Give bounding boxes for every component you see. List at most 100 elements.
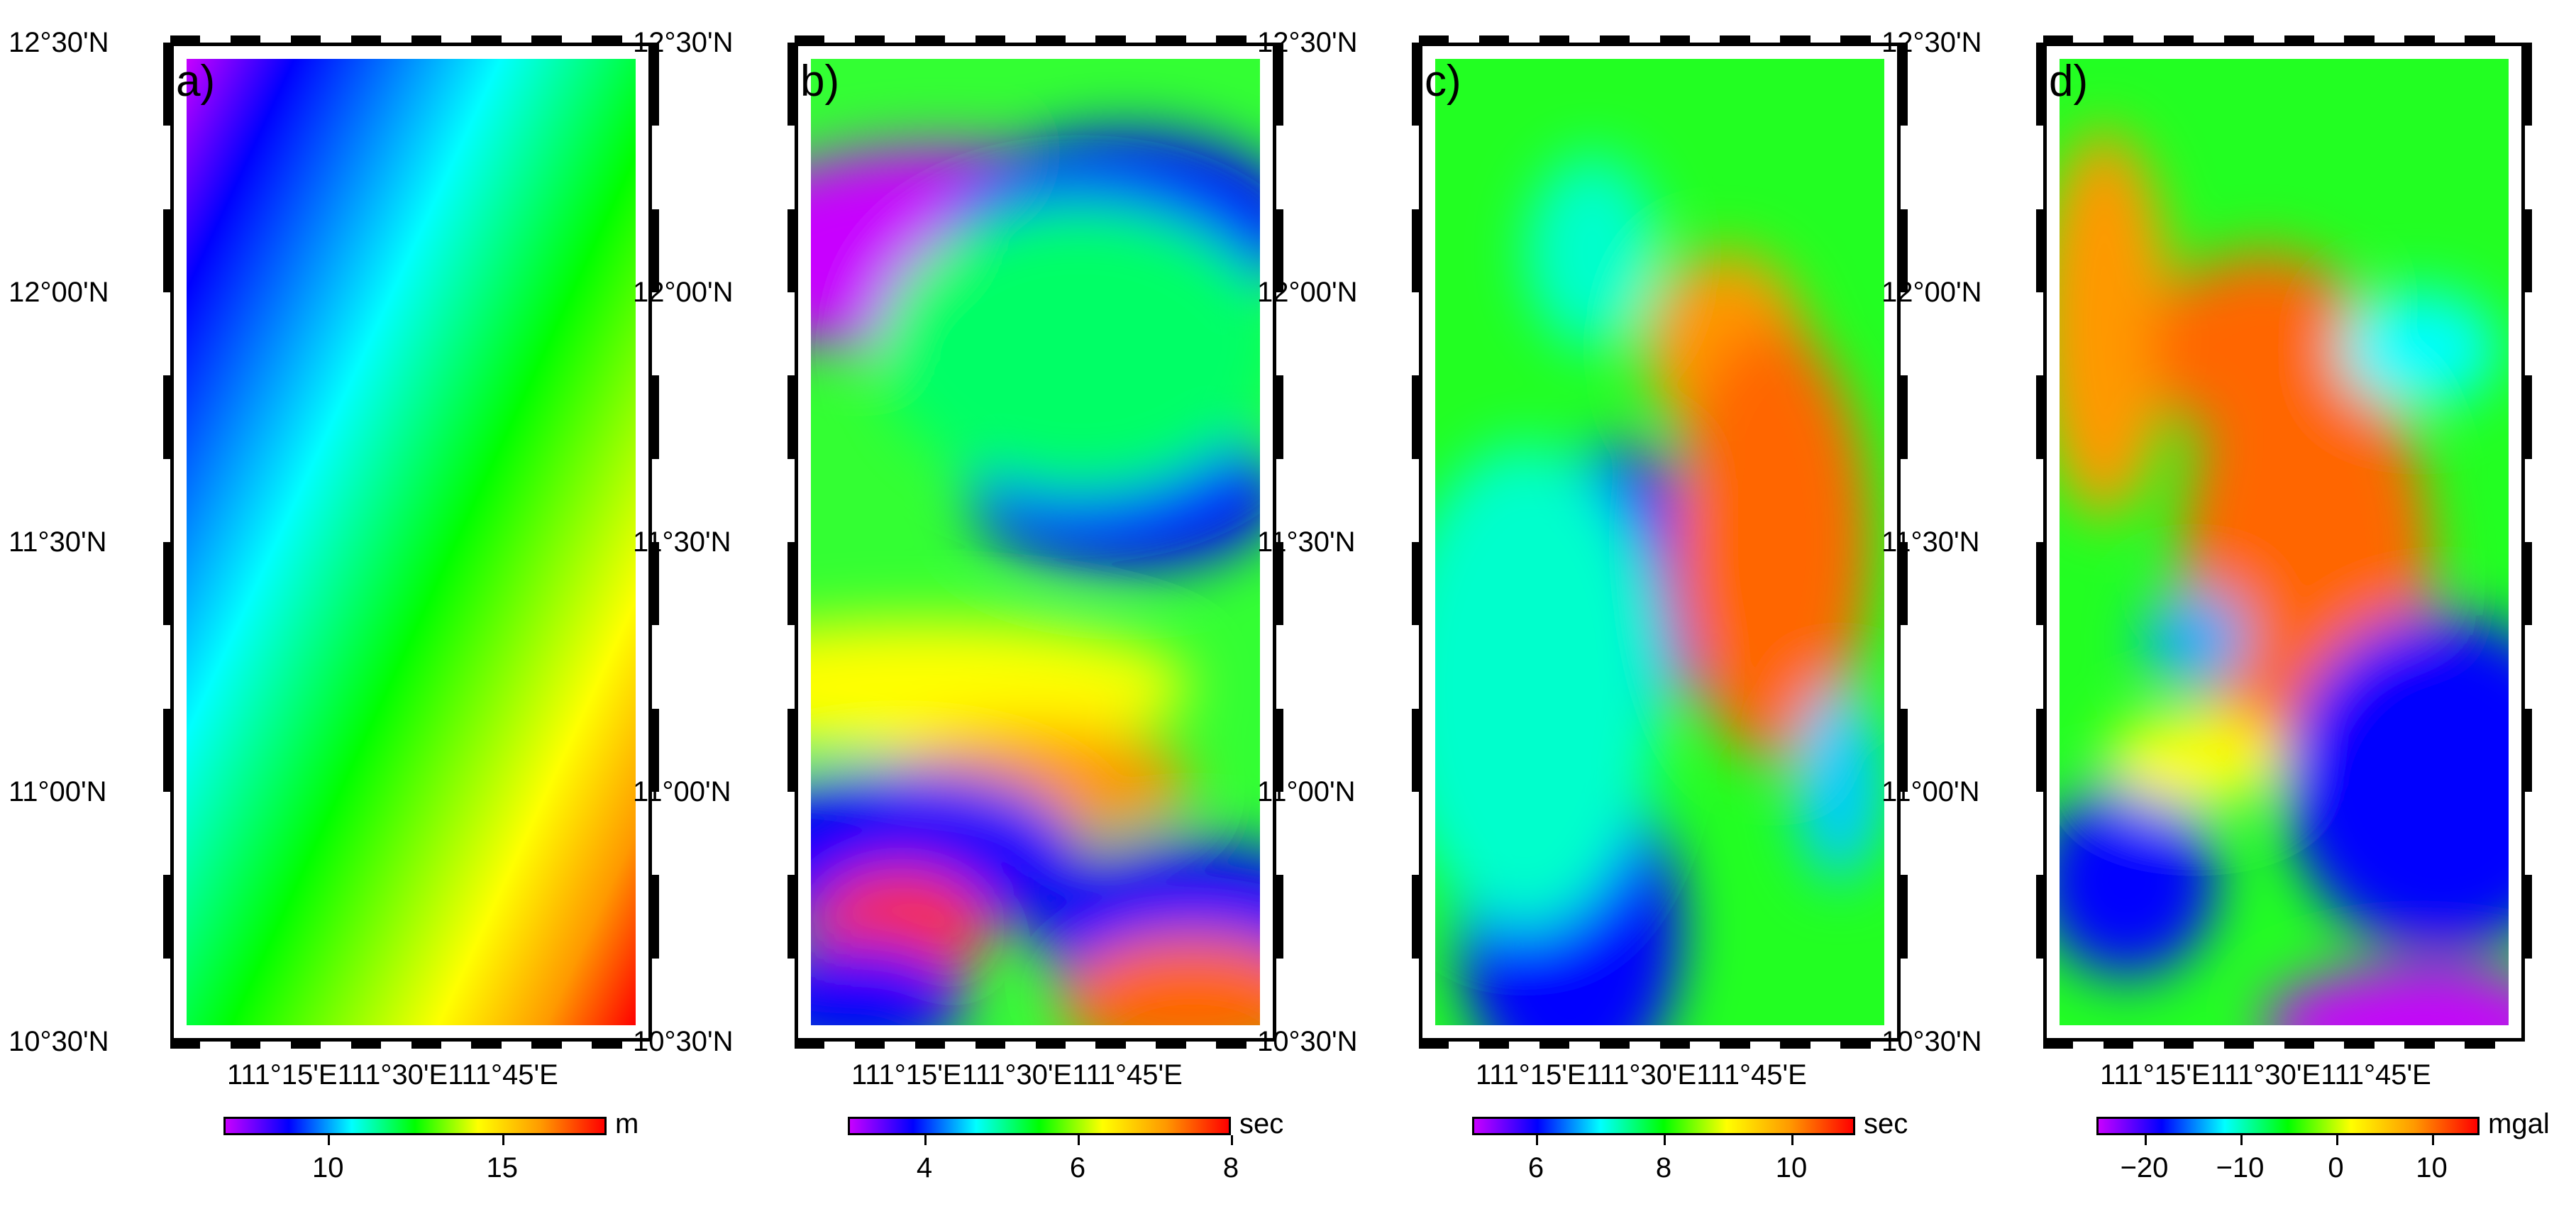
frame-tick [2344, 35, 2375, 45]
latitude-label: 12°30'N [1257, 27, 1358, 58]
field-anomaly [2140, 590, 2248, 688]
latitude-label: 11°00'N [9, 776, 107, 807]
frame-tick [290, 35, 321, 45]
longitude-labels: 111°15'E111°30'E111°45'E [851, 1059, 1183, 1091]
colorbar-tick-label: 15 [486, 1152, 518, 1183]
latitude-label: 12°00'N [9, 277, 109, 308]
frame-tick [170, 1039, 201, 1049]
frame-tick [350, 35, 382, 45]
frame-tick [2284, 35, 2314, 45]
frame-tick [649, 875, 659, 959]
latitude-label: 11°30'N [1881, 526, 1980, 558]
frame-tick [649, 708, 659, 792]
colorbar-tick [1664, 1135, 1666, 1145]
field-anomaly [2338, 290, 2500, 407]
map-panel-d: d) 111°15'E111°30'E111°45'E mgal 12°30'N… [1873, 0, 2550, 1209]
frame-tick [2043, 35, 2074, 45]
frame-tick [471, 1039, 502, 1049]
map-frame [170, 43, 652, 1042]
frame-tick [1898, 375, 1908, 459]
frame-tick [1780, 35, 1811, 45]
latitude-label: 11°00'N [633, 776, 731, 807]
frame-tick [1478, 35, 1510, 45]
frame-tick [1419, 35, 1449, 45]
latitude-label: 10°30'N [633, 1026, 734, 1057]
frame-tick [2103, 35, 2134, 45]
frame-tick [1216, 1039, 1246, 1049]
colorbar-tick-label: −10 [2216, 1152, 2265, 1183]
frame-tick [2036, 542, 2046, 626]
field-anomaly [878, 204, 1260, 494]
colorbar-tick-label: 10 [1775, 1152, 1808, 1183]
frame-tick [649, 209, 659, 292]
colorbar-tick [2431, 1135, 2434, 1145]
frame-tick [471, 35, 502, 45]
frame-tick [1273, 875, 1283, 959]
frame-tick [531, 1039, 562, 1049]
frame-tick [2036, 209, 2046, 292]
frame-tick [1035, 1039, 1066, 1049]
frame-tick [1412, 209, 1422, 292]
frame-tick [914, 1039, 946, 1049]
frame-tick [2284, 1039, 2314, 1049]
latitude-label: 12°30'N [9, 27, 109, 58]
frame-tick [230, 35, 261, 45]
frame-tick [2043, 1039, 2074, 1049]
frame-tick [2404, 35, 2435, 45]
colorbar-unit: mgal [2488, 1108, 2550, 1139]
frame-tick [1599, 35, 1630, 45]
latitude-label: 12°00'N [633, 277, 734, 308]
frame-tick [1273, 43, 1283, 126]
field-anomaly [1058, 933, 1260, 1025]
frame-tick [2522, 375, 2532, 459]
frame-tick [1539, 1039, 1570, 1049]
frame-tick [411, 1039, 441, 1049]
frame-tick [795, 35, 825, 45]
frame-tick [2103, 1039, 2134, 1049]
map-frame [1419, 43, 1901, 1042]
frame-tick [1095, 1039, 1126, 1049]
longitude-labels: 111°15'E111°30'E111°45'E [227, 1059, 558, 1091]
frame-tick [1412, 43, 1422, 126]
frame-tick [2036, 375, 2046, 459]
frame-tick [787, 542, 797, 626]
frame-tick [1898, 209, 1908, 292]
frame-tick [1156, 35, 1186, 45]
colorbar-tick [2240, 1135, 2243, 1145]
frame-tick [1412, 542, 1422, 626]
field-anomaly [811, 943, 968, 1025]
frame-tick [795, 1039, 825, 1049]
frame-tick [1412, 708, 1422, 792]
frame-tick [1216, 35, 1246, 45]
frame-tick [1273, 375, 1283, 459]
panel-label: d) [2049, 57, 2089, 106]
colorbar-tick-label: 6 [1527, 1152, 1544, 1183]
colorbar-tick [328, 1135, 331, 1145]
frame-tick [1419, 1039, 1449, 1049]
latitude-label: 10°30'N [1881, 1026, 1982, 1057]
colorbar-tick-label: −20 [2120, 1152, 2169, 1183]
frame-tick [787, 209, 797, 292]
latitude-label: 12°30'N [1881, 27, 1982, 58]
frame-tick [1599, 1039, 1630, 1049]
latitude-label: 11°30'N [9, 526, 107, 558]
map-panel-b: b) 111°15'E111°30'E111°45'E sec 12°30'N 1… [624, 0, 1283, 1209]
colorbar-tick [924, 1135, 927, 1145]
frame-tick [2036, 875, 2046, 959]
frame-tick [649, 542, 659, 626]
colorbar-tick [1231, 1135, 1233, 1145]
frame-tick [1898, 708, 1908, 792]
map-panel-a: a) 111°15'E111°30'E111°45'E m 12°30'N 12°… [0, 0, 659, 1209]
field-anomaly [2060, 783, 2217, 977]
frame-tick [170, 35, 201, 45]
field-anomaly [2261, 967, 2509, 1025]
colorbar [848, 1117, 1231, 1135]
colorbar [1472, 1117, 1855, 1135]
latitude-label: 12°00'N [1257, 277, 1358, 308]
frame-tick [787, 708, 797, 792]
frame-tick [163, 43, 173, 126]
frame-tick [1273, 209, 1283, 292]
frame-tick [230, 1039, 261, 1049]
latitude-label: 10°30'N [1257, 1026, 1358, 1057]
panel-label: c) [1425, 57, 1461, 106]
